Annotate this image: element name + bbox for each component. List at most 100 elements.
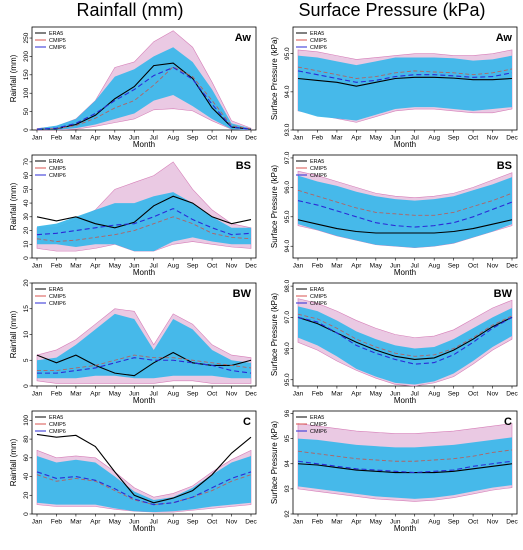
legend-label-era5: ERA5 xyxy=(310,287,324,293)
x-tick-label: Aug xyxy=(167,391,179,398)
band-cmip6 xyxy=(37,455,251,513)
x-tick-label: Aug xyxy=(428,519,440,526)
series-line-cmip6 xyxy=(297,70,513,83)
y-tick-label: 0 xyxy=(23,256,30,260)
legend-label-era5: ERA5 xyxy=(49,287,63,293)
x-tick-label: Oct xyxy=(468,135,478,142)
x-tick-label: Jan xyxy=(293,391,304,398)
legend-label-era5: ERA5 xyxy=(310,31,324,37)
x-tick-label: Jul xyxy=(150,519,159,526)
series-line-cmip6 xyxy=(36,471,252,506)
x-tick-label: Nov xyxy=(487,519,499,526)
x-axis-label: Month xyxy=(394,524,416,533)
x-tick-label: Aug xyxy=(428,391,440,398)
legend-label-cmip6: CMIP6 xyxy=(310,173,327,179)
panel-tag: C xyxy=(504,416,512,428)
y-tick-label: 97.0 xyxy=(284,311,291,324)
y-tick-label: 95 xyxy=(284,435,291,443)
x-tick-label: Jun xyxy=(390,263,401,270)
series-line-cmip6 xyxy=(36,66,252,130)
x-tick-label: Jan xyxy=(32,135,43,142)
x-tick-label: Jul xyxy=(150,263,159,270)
y-axis-label: Rainfall (mm) xyxy=(9,438,18,486)
legend-label-cmip5: CMIP5 xyxy=(49,294,66,300)
x-tick-label: Jul xyxy=(411,263,420,270)
x-tick-label: Nov xyxy=(226,135,238,142)
y-tick-label: 5 xyxy=(23,358,30,362)
panel-bs-pressure: Jan Feb Mar Apr May Jun Jul Aug Sep Oct Nov Dec Mont… xyxy=(270,151,519,277)
x-tick-label: Aug xyxy=(428,263,440,270)
y-tick-label: 93 xyxy=(284,485,291,493)
x-tick-label: Mar xyxy=(331,135,343,142)
series-line-cmip5 xyxy=(297,313,513,357)
x-tick-label: Aug xyxy=(428,135,440,142)
y-axis-label: Surface Pressure (kPa) xyxy=(270,37,279,120)
x-tick-label: May xyxy=(109,263,122,270)
x-tick-label: Apr xyxy=(90,391,101,398)
x-tick-label: Oct xyxy=(468,519,478,526)
panel-tag: C xyxy=(243,416,251,428)
series-line-era5 xyxy=(36,351,252,377)
x-tick-label: Aug xyxy=(167,135,179,142)
x-tick-label: Jul xyxy=(411,519,420,526)
x-tick-label: Jun xyxy=(390,135,401,142)
legend-label-era5: ERA5 xyxy=(49,31,63,37)
x-tick-label: Aug xyxy=(167,519,179,526)
y-tick-label: 96.0 xyxy=(284,342,291,355)
x-tick-label: May xyxy=(370,391,383,398)
band-cmip6 xyxy=(37,313,251,379)
y-tick-label: 95.0 xyxy=(284,373,291,386)
legend-label-cmip5: CMIP5 xyxy=(310,294,327,300)
y-tick-label: 94.0 xyxy=(284,240,291,253)
y-tick-label: 50 xyxy=(23,108,30,116)
y-axis-label: Rainfall (mm) xyxy=(9,182,18,230)
x-tick-label: May xyxy=(109,391,122,398)
x-tick-label: Dec xyxy=(245,519,257,526)
x-tick-label: May xyxy=(109,519,122,526)
x-tick-label: Jun xyxy=(129,391,140,398)
y-tick-label: 20 xyxy=(23,279,30,287)
x-axis-label: Month xyxy=(133,524,155,533)
x-tick-label: Jan xyxy=(32,519,43,526)
y-tick-label: 60 xyxy=(23,172,30,180)
x-tick-label: Feb xyxy=(312,263,324,270)
y-tick-label: 60 xyxy=(23,454,30,462)
x-tick-label: Jun xyxy=(129,263,140,270)
series-line-era5 xyxy=(297,76,513,87)
x-axis-label: Month xyxy=(394,268,416,277)
x-tick-label: Apr xyxy=(90,519,101,526)
x-tick-label: Nov xyxy=(226,519,238,526)
x-tick-label: Feb xyxy=(51,263,63,270)
x-tick-label: Jun xyxy=(390,519,401,526)
legend-label-era5: ERA5 xyxy=(310,415,324,421)
x-axis-label: Month xyxy=(133,396,155,405)
y-tick-label: 15 xyxy=(23,305,30,313)
legend-label-cmip6: CMIP6 xyxy=(310,45,327,51)
band-cmip6 xyxy=(298,55,512,121)
x-tick-label: Apr xyxy=(351,519,362,526)
y-tick-label: 98.0 xyxy=(284,279,291,292)
x-tick-label: Apr xyxy=(90,263,101,270)
panel-tag: Aw xyxy=(235,32,252,44)
x-tick-label: Dec xyxy=(245,391,257,398)
series-line-era5 xyxy=(36,62,252,130)
y-tick-label: 10 xyxy=(23,331,30,339)
series-line-cmip6 xyxy=(37,357,252,374)
legend-label-cmip6: CMIP6 xyxy=(49,301,66,307)
x-tick-label: Apr xyxy=(351,391,362,398)
x-tick-label: Sep xyxy=(187,519,199,526)
y-tick-label: 93.0 xyxy=(284,123,291,136)
x-tick-label: Dec xyxy=(245,263,257,270)
x-tick-label: Jun xyxy=(129,519,140,526)
x-tick-label: Oct xyxy=(207,263,217,270)
x-tick-label: Apr xyxy=(351,135,362,142)
x-tick-label: Feb xyxy=(51,391,63,398)
x-tick-label: Mar xyxy=(331,391,343,398)
x-tick-label: Jun xyxy=(390,391,401,398)
y-tick-label: 30 xyxy=(23,213,30,221)
y-tick-label: 95.0 xyxy=(284,47,291,60)
y-tick-label: 96.0 xyxy=(284,181,291,194)
x-tick-label: Dec xyxy=(506,135,518,142)
